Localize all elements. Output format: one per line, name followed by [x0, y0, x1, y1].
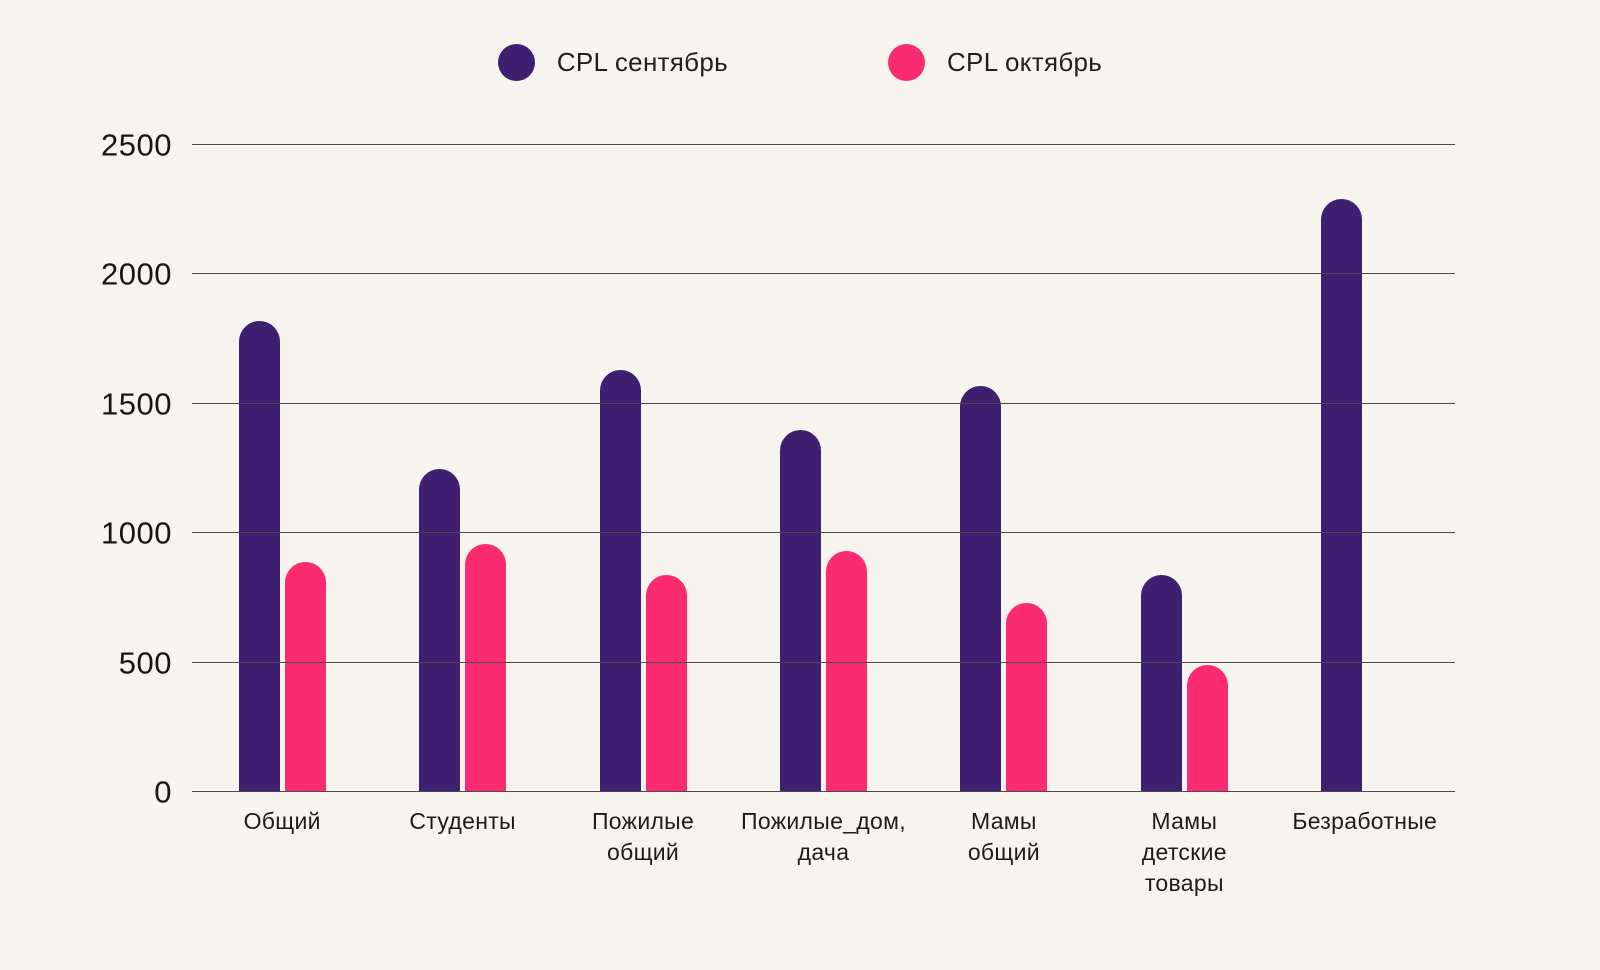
y-axis-tick-label: 2000	[101, 256, 172, 292]
bar-slot	[779, 145, 821, 792]
bar	[1006, 603, 1048, 792]
legend-item: CPL сентябрь	[497, 44, 728, 81]
x-axis-category-label: Студенты	[409, 808, 516, 834]
bar-slot	[419, 145, 461, 792]
bar-slot	[1140, 145, 1182, 792]
gridline	[192, 532, 1455, 534]
x-axis-category-label: Пожилые общий	[591, 808, 695, 866]
bar	[284, 561, 326, 792]
legend-item: CPL октябрь	[887, 44, 1103, 81]
bar	[465, 543, 507, 792]
bar-slot	[599, 145, 641, 792]
y-axis: 0 500 1000 1500 2000 2500	[0, 130, 172, 808]
bar-slot	[238, 145, 280, 792]
legend-swatch-icon	[887, 44, 925, 81]
bar	[419, 468, 461, 792]
bar	[779, 429, 821, 792]
bar-slot	[1186, 145, 1228, 792]
bar-slot	[1006, 145, 1048, 792]
y-axis-tick-label: 2500	[101, 127, 172, 163]
bar	[825, 551, 867, 792]
x-axis-category-label: Мамы детские товары	[1141, 808, 1227, 897]
x-axis-category-label: Общий	[243, 808, 321, 834]
bar-group	[238, 145, 326, 792]
bar	[238, 320, 280, 792]
bar-group	[1140, 145, 1228, 792]
bar-groups	[192, 145, 1455, 792]
bar-group	[1321, 145, 1408, 792]
bar-group	[419, 145, 507, 792]
bar-group	[960, 145, 1048, 792]
bar	[960, 385, 1002, 792]
legend-label: CPL октябрь	[946, 47, 1103, 77]
bar	[1321, 199, 1363, 792]
gridline	[192, 402, 1455, 404]
plot-area	[192, 144, 1455, 792]
gridline	[192, 273, 1455, 275]
legend-label: CPL сентябрь	[556, 47, 728, 77]
gridline	[192, 791, 1455, 792]
bar-slot	[825, 145, 867, 792]
y-axis-tick-label: 1500	[101, 386, 172, 422]
bar-slot	[960, 145, 1002, 792]
bar-group	[779, 145, 867, 792]
bar	[599, 370, 641, 792]
bar	[1186, 665, 1228, 792]
legend: CPL сентябрь CPL октябрь	[0, 44, 1600, 81]
bar-slot	[1321, 145, 1363, 792]
x-axis-category-label: Пожилые_дом, дача	[741, 808, 906, 866]
bar-group	[599, 145, 687, 792]
bar	[1140, 574, 1182, 792]
legend-swatch-icon	[497, 44, 535, 81]
bar-slot	[645, 145, 687, 792]
y-axis-tick-label: 0	[154, 774, 172, 810]
gridline	[192, 144, 1455, 145]
bar-slot	[465, 145, 507, 792]
x-axis-category-label: Мамы общий	[967, 808, 1040, 866]
bar	[645, 574, 687, 792]
gridline	[192, 661, 1455, 663]
x-axis: Общий Студенты Пожилые общий Пожилые_дом, д…	[192, 806, 1455, 899]
bar-slot	[284, 145, 326, 792]
y-axis-tick-label: 1000	[101, 515, 172, 551]
bar-slot	[1367, 145, 1408, 792]
y-axis-tick-label: 500	[118, 645, 172, 681]
x-axis-category-label: Безработные	[1292, 808, 1438, 834]
